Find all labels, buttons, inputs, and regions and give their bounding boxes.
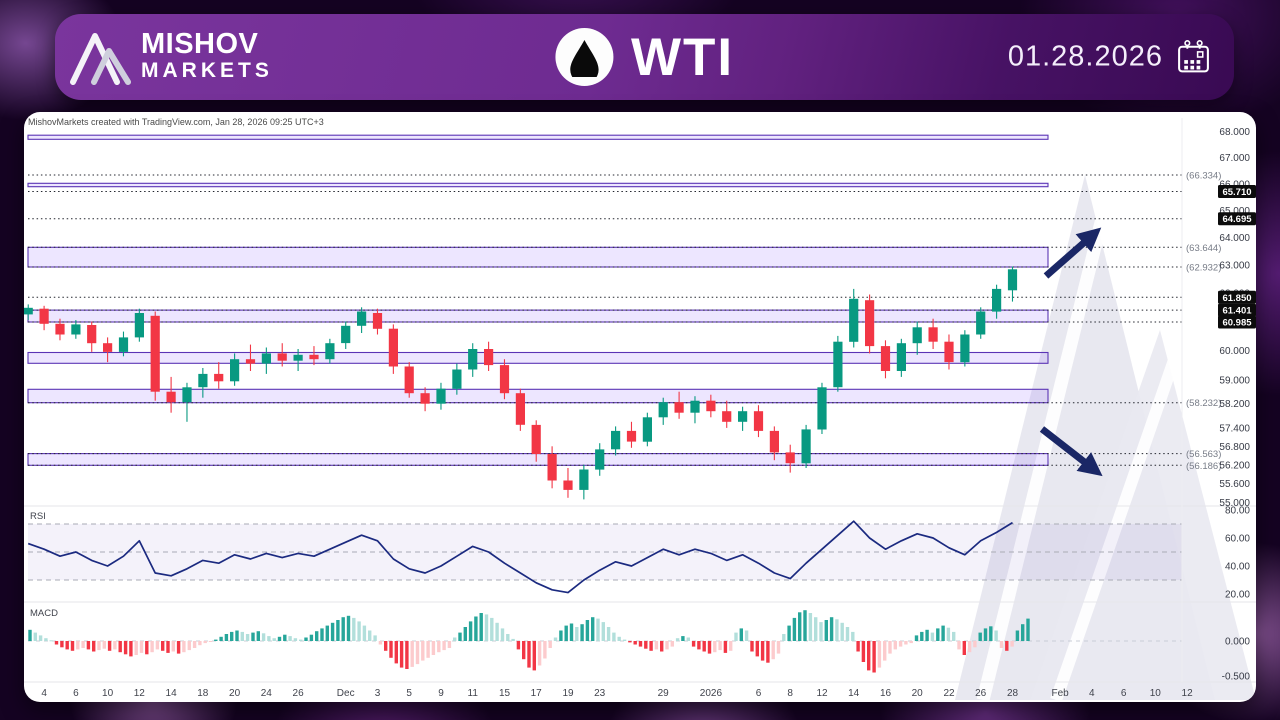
svg-text:6: 6 <box>73 688 79 699</box>
svg-text:10: 10 <box>102 688 114 699</box>
level-lines: (66.334) (63.644) (62.932) (58.232) (56.563)… <box>28 171 1221 472</box>
svg-text:(62.932): (62.932) <box>1186 263 1221 274</box>
symbol-title: WTI <box>630 27 735 87</box>
svg-text:65.710: 65.710 <box>1222 187 1251 198</box>
brand-block: MISHOV MARKETS <box>67 24 273 90</box>
svg-text:64.000: 64.000 <box>1219 233 1250 244</box>
svg-text:20.00: 20.00 <box>1225 590 1250 601</box>
arrow-annotations <box>1039 227 1103 477</box>
svg-text:67.000: 67.000 <box>1219 153 1250 164</box>
svg-text:65.000: 65.000 <box>1219 206 1250 217</box>
svg-text:56.800: 56.800 <box>1219 442 1250 453</box>
svg-text:4: 4 <box>1089 688 1095 699</box>
svg-text:57.400: 57.400 <box>1219 423 1250 434</box>
svg-text:60.000: 60.000 <box>1219 346 1250 357</box>
svg-text:58.200: 58.200 <box>1219 399 1250 410</box>
svg-text:12: 12 <box>134 688 146 699</box>
calendar-icon <box>1178 40 1209 73</box>
brand-name-line1: MISHOV <box>141 28 259 61</box>
svg-text:Feb: Feb <box>1051 688 1069 699</box>
svg-text:20: 20 <box>229 688 241 699</box>
panel-separators <box>24 118 1256 683</box>
svg-text:(56.563): (56.563) <box>1186 449 1221 460</box>
macd-panel <box>28 610 1182 673</box>
header-banner: MISHOV MARKETS WTI 01.28.2026 <box>55 14 1234 100</box>
svg-text:29: 29 <box>658 688 670 699</box>
attribution-text: MishovMarkets created with TradingView.c… <box>28 117 324 127</box>
svg-text:61.401: 61.401 <box>1222 306 1252 317</box>
svg-text:80.00: 80.00 <box>1225 506 1250 517</box>
up-arrow-annotation[interactable] <box>1043 227 1102 279</box>
svg-text:60.00: 60.00 <box>1225 534 1250 545</box>
svg-text:22: 22 <box>943 688 955 699</box>
svg-text:6: 6 <box>756 688 762 699</box>
svg-text:23: 23 <box>594 688 606 699</box>
svg-text:8: 8 <box>787 688 793 699</box>
svg-text:24: 24 <box>261 688 273 699</box>
svg-text:-0.500: -0.500 <box>1222 672 1251 683</box>
svg-text:9: 9 <box>438 688 444 699</box>
svg-text:66.000: 66.000 <box>1219 179 1250 190</box>
time-axis[interactable]: 4 6 10 12 14 18 20 24 26 Dec 3 5 9 11 15 17 19 23 29 2026 6 8… <box>41 688 1193 699</box>
svg-text:14: 14 <box>848 688 860 699</box>
svg-text:(56.186): (56.186) <box>1186 461 1221 472</box>
svg-text:6: 6 <box>1121 688 1127 699</box>
candlesticks <box>24 266 1018 500</box>
price-axis[interactable]: 80.00 60.00 40.00 20.00 0.000 -0.500 68.000 67.… <box>1219 127 1250 682</box>
svg-text:14: 14 <box>166 688 178 699</box>
svg-text:16: 16 <box>880 688 892 699</box>
macd-pane-label: MACD <box>30 608 58 619</box>
rsi-panel <box>27 520 1182 594</box>
svg-text:40.00: 40.00 <box>1225 562 1250 573</box>
svg-text:10: 10 <box>1150 688 1162 699</box>
svg-text:55.000: 55.000 <box>1219 498 1250 509</box>
svg-text:59.000: 59.000 <box>1219 375 1250 386</box>
oil-drop-icon <box>554 28 613 86</box>
svg-text:60.985: 60.985 <box>1222 317 1252 328</box>
svg-text:12: 12 <box>1182 688 1194 699</box>
svg-text:2026: 2026 <box>700 688 723 699</box>
watermark-logo <box>955 175 1256 702</box>
svg-text:18: 18 <box>197 688 209 699</box>
svg-text:64.695: 64.695 <box>1222 214 1252 225</box>
svg-text:4: 4 <box>41 688 47 699</box>
chart-date: 01.28.2026 <box>1007 40 1163 73</box>
svg-text:19: 19 <box>562 688 574 699</box>
svg-text:61.850: 61.850 <box>1222 293 1251 304</box>
rsi-pane-label: RSI <box>30 511 46 522</box>
svg-text:17: 17 <box>531 688 543 699</box>
svg-text:11: 11 <box>468 688 479 699</box>
svg-text:15: 15 <box>499 688 511 699</box>
svg-text:55.600: 55.600 <box>1219 479 1250 490</box>
chart-card: MishovMarkets created with TradingView.c… <box>24 112 1256 702</box>
svg-text:(66.334): (66.334) <box>1186 171 1221 182</box>
svg-text:28: 28 <box>1007 688 1019 699</box>
svg-text:Dec: Dec <box>337 688 355 699</box>
down-arrow-annotation[interactable] <box>1039 426 1103 477</box>
chart-plot-area[interactable]: (66.334) (63.644) (62.932) (58.232) (56.563)… <box>24 112 1256 702</box>
mishov-mountain-logo <box>70 33 131 85</box>
svg-text:(58.232): (58.232) <box>1186 398 1221 409</box>
svg-text:68.000: 68.000 <box>1219 127 1250 138</box>
price-zones <box>27 134 1049 466</box>
symbol-block: WTI <box>554 27 735 87</box>
brand-name-line2: MARKETS <box>141 59 273 83</box>
svg-text:63.000: 63.000 <box>1219 261 1250 272</box>
svg-text:5: 5 <box>406 688 412 699</box>
svg-text:(63.644): (63.644) <box>1186 243 1221 254</box>
svg-text:20: 20 <box>912 688 924 699</box>
svg-text:3: 3 <box>375 688 381 699</box>
svg-text:56.200: 56.200 <box>1219 460 1250 471</box>
svg-text:26: 26 <box>975 688 987 699</box>
svg-text:26: 26 <box>293 688 305 699</box>
svg-text:0.000: 0.000 <box>1225 637 1250 648</box>
date-block: 01.28.2026 <box>1008 39 1212 76</box>
svg-text:12: 12 <box>816 688 828 699</box>
